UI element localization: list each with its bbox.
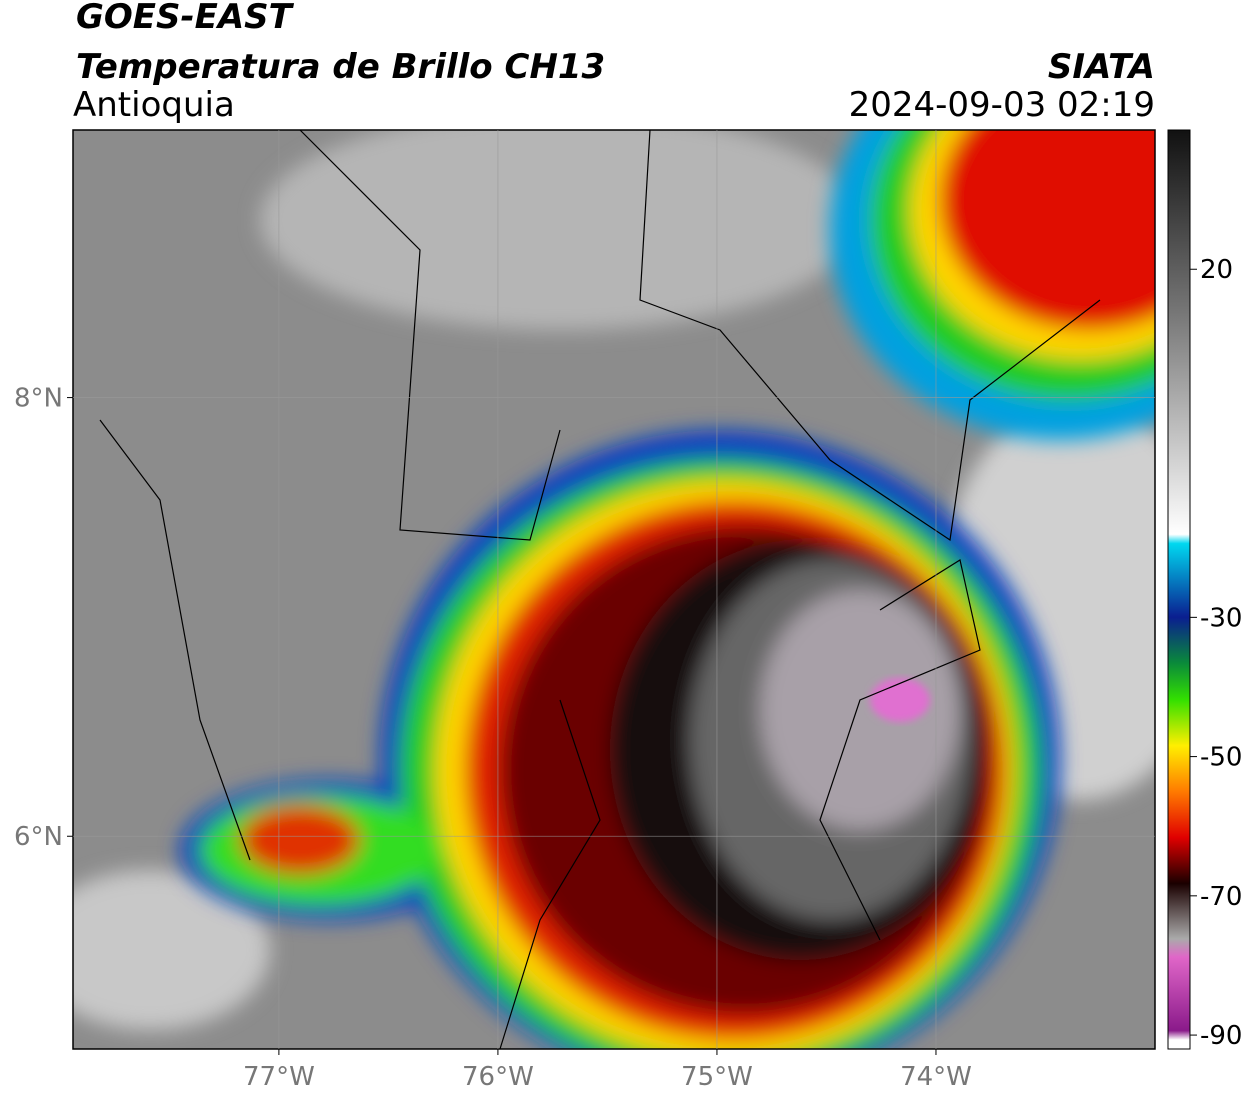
map-frame	[72, 129, 1156, 1050]
colorbar-tick-label: -90	[1200, 1021, 1242, 1051]
x-tick-label: 75°W	[681, 1062, 753, 1092]
y-tick-label: 6°N	[14, 822, 63, 852]
colorbar-tick-label: -70	[1200, 882, 1242, 912]
satellite-image	[73, 130, 1155, 1049]
timestamp: 2024-09-03 02:19	[849, 85, 1155, 125]
colorbar-tick-label: 20	[1200, 255, 1233, 285]
subtitle: Temperatura de Brillo CH13	[76, 47, 605, 87]
colorbar	[1167, 129, 1191, 1050]
source: SIATA	[1048, 47, 1155, 87]
x-tick-label: 74°W	[900, 1062, 972, 1092]
title: GOES-EAST	[76, 0, 295, 37]
x-tick-label: 76°W	[462, 1062, 534, 1092]
region: Antioquia	[73, 85, 235, 125]
y-tick-label: 8°N	[14, 384, 63, 414]
colorbar-tick-label: -50	[1200, 743, 1242, 773]
colorbar-tick-label: -30	[1200, 603, 1242, 633]
x-tick-label: 77°W	[243, 1062, 315, 1092]
